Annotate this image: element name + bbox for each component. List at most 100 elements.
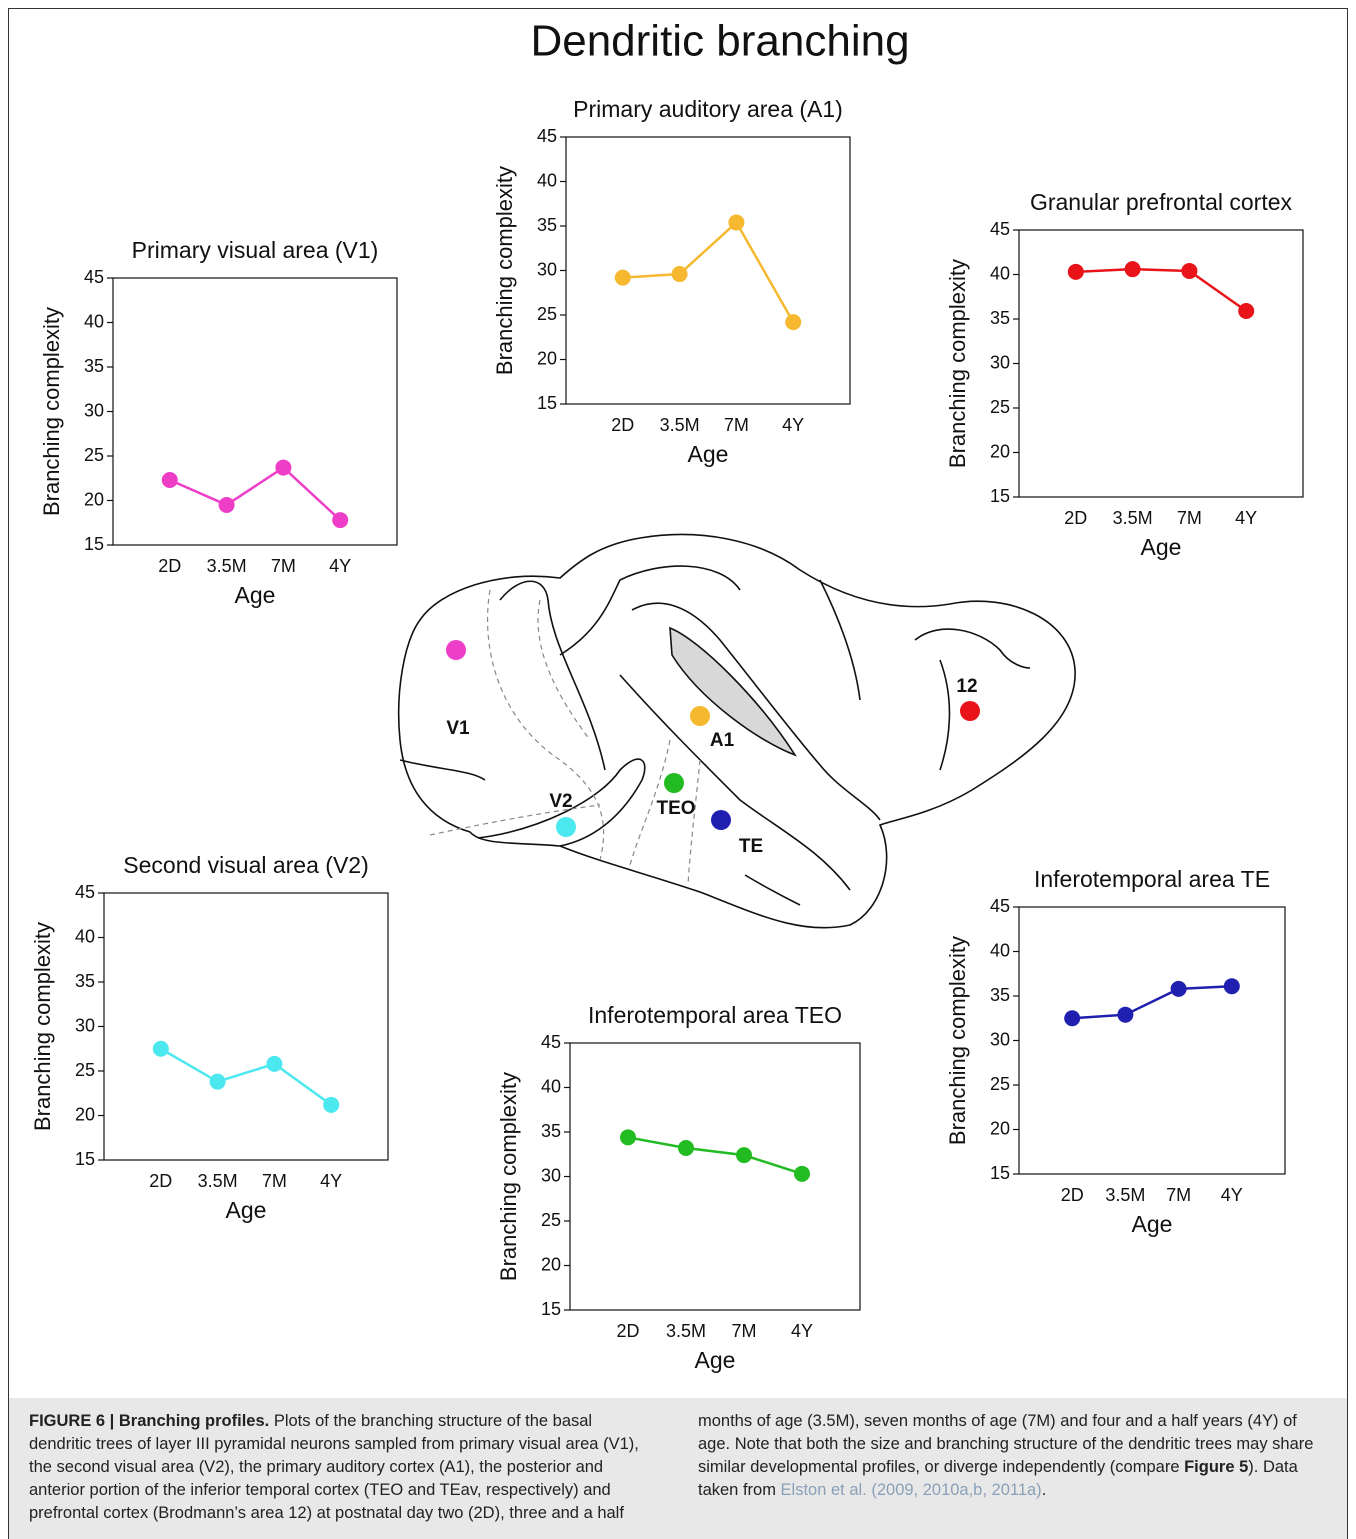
x-tick-label: 4Y	[791, 1321, 813, 1341]
data-point	[671, 266, 688, 283]
y-tick-label: 30	[990, 352, 1010, 372]
site-label: V2	[549, 791, 572, 812]
chart: Granular prefrontal cortex 15 20 25 30 35 40 45…	[945, 189, 1304, 560]
x-tick-label: 3.5M	[1105, 1185, 1145, 1205]
y-tick-label: 20	[990, 1118, 1010, 1138]
site-dot	[446, 640, 466, 660]
chart: Inferotemporal area TE 15 20 25 30 35 40 45 2D 3.…	[945, 866, 1286, 1237]
chart-title: Second visual area (V2)	[123, 852, 368, 878]
caption-label: FIGURE 6 | Branching profiles.	[29, 1412, 270, 1430]
y-tick-label: 40	[75, 926, 95, 946]
x-tick-label: 2D	[611, 415, 634, 435]
data-point	[736, 1147, 752, 1164]
frame	[8, 8, 1348, 1539]
citation[interactable]: Elston et al. (2009, 2010a,b, 2011a)	[780, 1481, 1042, 1499]
x-tick-label: 2D	[1061, 1185, 1084, 1205]
x-tick-label: 4Y	[1235, 508, 1257, 528]
data-point	[323, 1096, 340, 1113]
y-axis-label: Branching complexity	[492, 166, 517, 375]
data-point	[1064, 1010, 1081, 1027]
x-tick-label: 7M	[1177, 508, 1202, 528]
y-tick-label: 25	[990, 397, 1010, 417]
chart: Second visual area (V2) 15 20 25 30 35 40 45 2D 3…	[30, 852, 389, 1223]
site-dot	[664, 773, 684, 793]
plot-frame	[1018, 906, 1286, 1175]
sulcus	[619, 674, 851, 891]
sulcus	[939, 659, 951, 771]
gray-region	[669, 626, 797, 757]
y-tick-label: 15	[990, 1163, 1010, 1183]
y-tick-label: 30	[84, 400, 104, 420]
data-point	[1223, 978, 1240, 995]
sulcus	[744, 874, 801, 906]
plot-frame	[569, 1042, 861, 1311]
series-line	[622, 220, 795, 323]
y-axis-label: Branching complexity	[496, 1072, 521, 1281]
y-tick-label: 30	[990, 1029, 1010, 1049]
sulcus	[477, 758, 646, 847]
data-point	[1067, 263, 1084, 280]
data-point	[1238, 302, 1255, 319]
y-tick-label: 15	[75, 1149, 95, 1169]
y-tick-label: 30	[541, 1165, 561, 1185]
y-tick-label: 45	[990, 896, 1010, 916]
sulcus	[399, 759, 486, 781]
y-tick-label: 15	[990, 486, 1010, 506]
data-point	[209, 1073, 226, 1090]
sulcus	[914, 628, 1031, 669]
y-tick-label: 20	[75, 1104, 95, 1124]
x-tick-label: 4Y	[1221, 1185, 1243, 1205]
y-tick-label: 35	[990, 308, 1010, 328]
chart-title: Granular prefrontal cortex	[1030, 189, 1293, 215]
data-point	[152, 1040, 169, 1057]
y-tick-label: 25	[75, 1060, 95, 1080]
data-point	[1170, 980, 1187, 997]
x-tick-label: 7M	[271, 556, 296, 576]
y-tick-label: 25	[990, 1074, 1010, 1094]
sulcus	[631, 602, 881, 821]
series-line	[1072, 984, 1232, 1020]
y-tick-label: 40	[541, 1076, 561, 1096]
y-tick-label: 35	[541, 1121, 561, 1141]
site-label: A1	[710, 730, 735, 751]
y-tick-label: 35	[990, 985, 1010, 1005]
series-line	[169, 465, 342, 521]
y-tick-label: 20	[84, 489, 104, 509]
area-border	[537, 599, 591, 741]
caption-text: ). Data taken from	[698, 1458, 1298, 1499]
y-tick-label: 35	[84, 356, 104, 376]
chart-title: Primary auditory area (A1)	[573, 96, 843, 122]
plot-frame	[103, 892, 389, 1161]
site-label: 12	[956, 676, 977, 697]
x-tick-label: 4Y	[320, 1171, 342, 1191]
y-tick-label: 20	[990, 441, 1010, 461]
x-tick-label: 2D	[149, 1171, 172, 1191]
x-tick-label: 7M	[731, 1321, 756, 1341]
chart-title: Inferotemporal area TE	[1034, 866, 1270, 892]
x-tick-label: 3.5M	[198, 1171, 238, 1191]
site-dot	[960, 701, 980, 721]
x-axis-label: Age	[688, 441, 729, 467]
y-tick-label: 40	[990, 263, 1010, 283]
x-axis-label: Age	[226, 1197, 267, 1223]
x-tick-label: 3.5M	[1113, 508, 1153, 528]
y-tick-label: 15	[541, 1299, 561, 1319]
x-axis-label: Age	[235, 582, 276, 608]
series-line	[627, 1136, 803, 1176]
site-label: TEO	[656, 798, 695, 819]
data-point	[620, 1129, 636, 1146]
x-tick-label: 2D	[1064, 508, 1087, 528]
figure-title: Dendritic branching	[530, 17, 909, 66]
figure-ref[interactable]: Figure 5	[1184, 1458, 1249, 1476]
data-point	[614, 269, 631, 286]
y-tick-label: 25	[541, 1210, 561, 1230]
data-point	[275, 459, 292, 476]
brain-diagram	[397, 533, 1076, 929]
site-dot	[711, 810, 731, 830]
y-tick-label: 45	[541, 1032, 561, 1052]
caption-text: Plots of the branching structure of the …	[29, 1412, 1314, 1522]
chart-title: Inferotemporal area TEO	[588, 1002, 842, 1028]
y-axis-label: Branching complexity	[945, 259, 970, 468]
data-point	[1117, 1006, 1134, 1023]
